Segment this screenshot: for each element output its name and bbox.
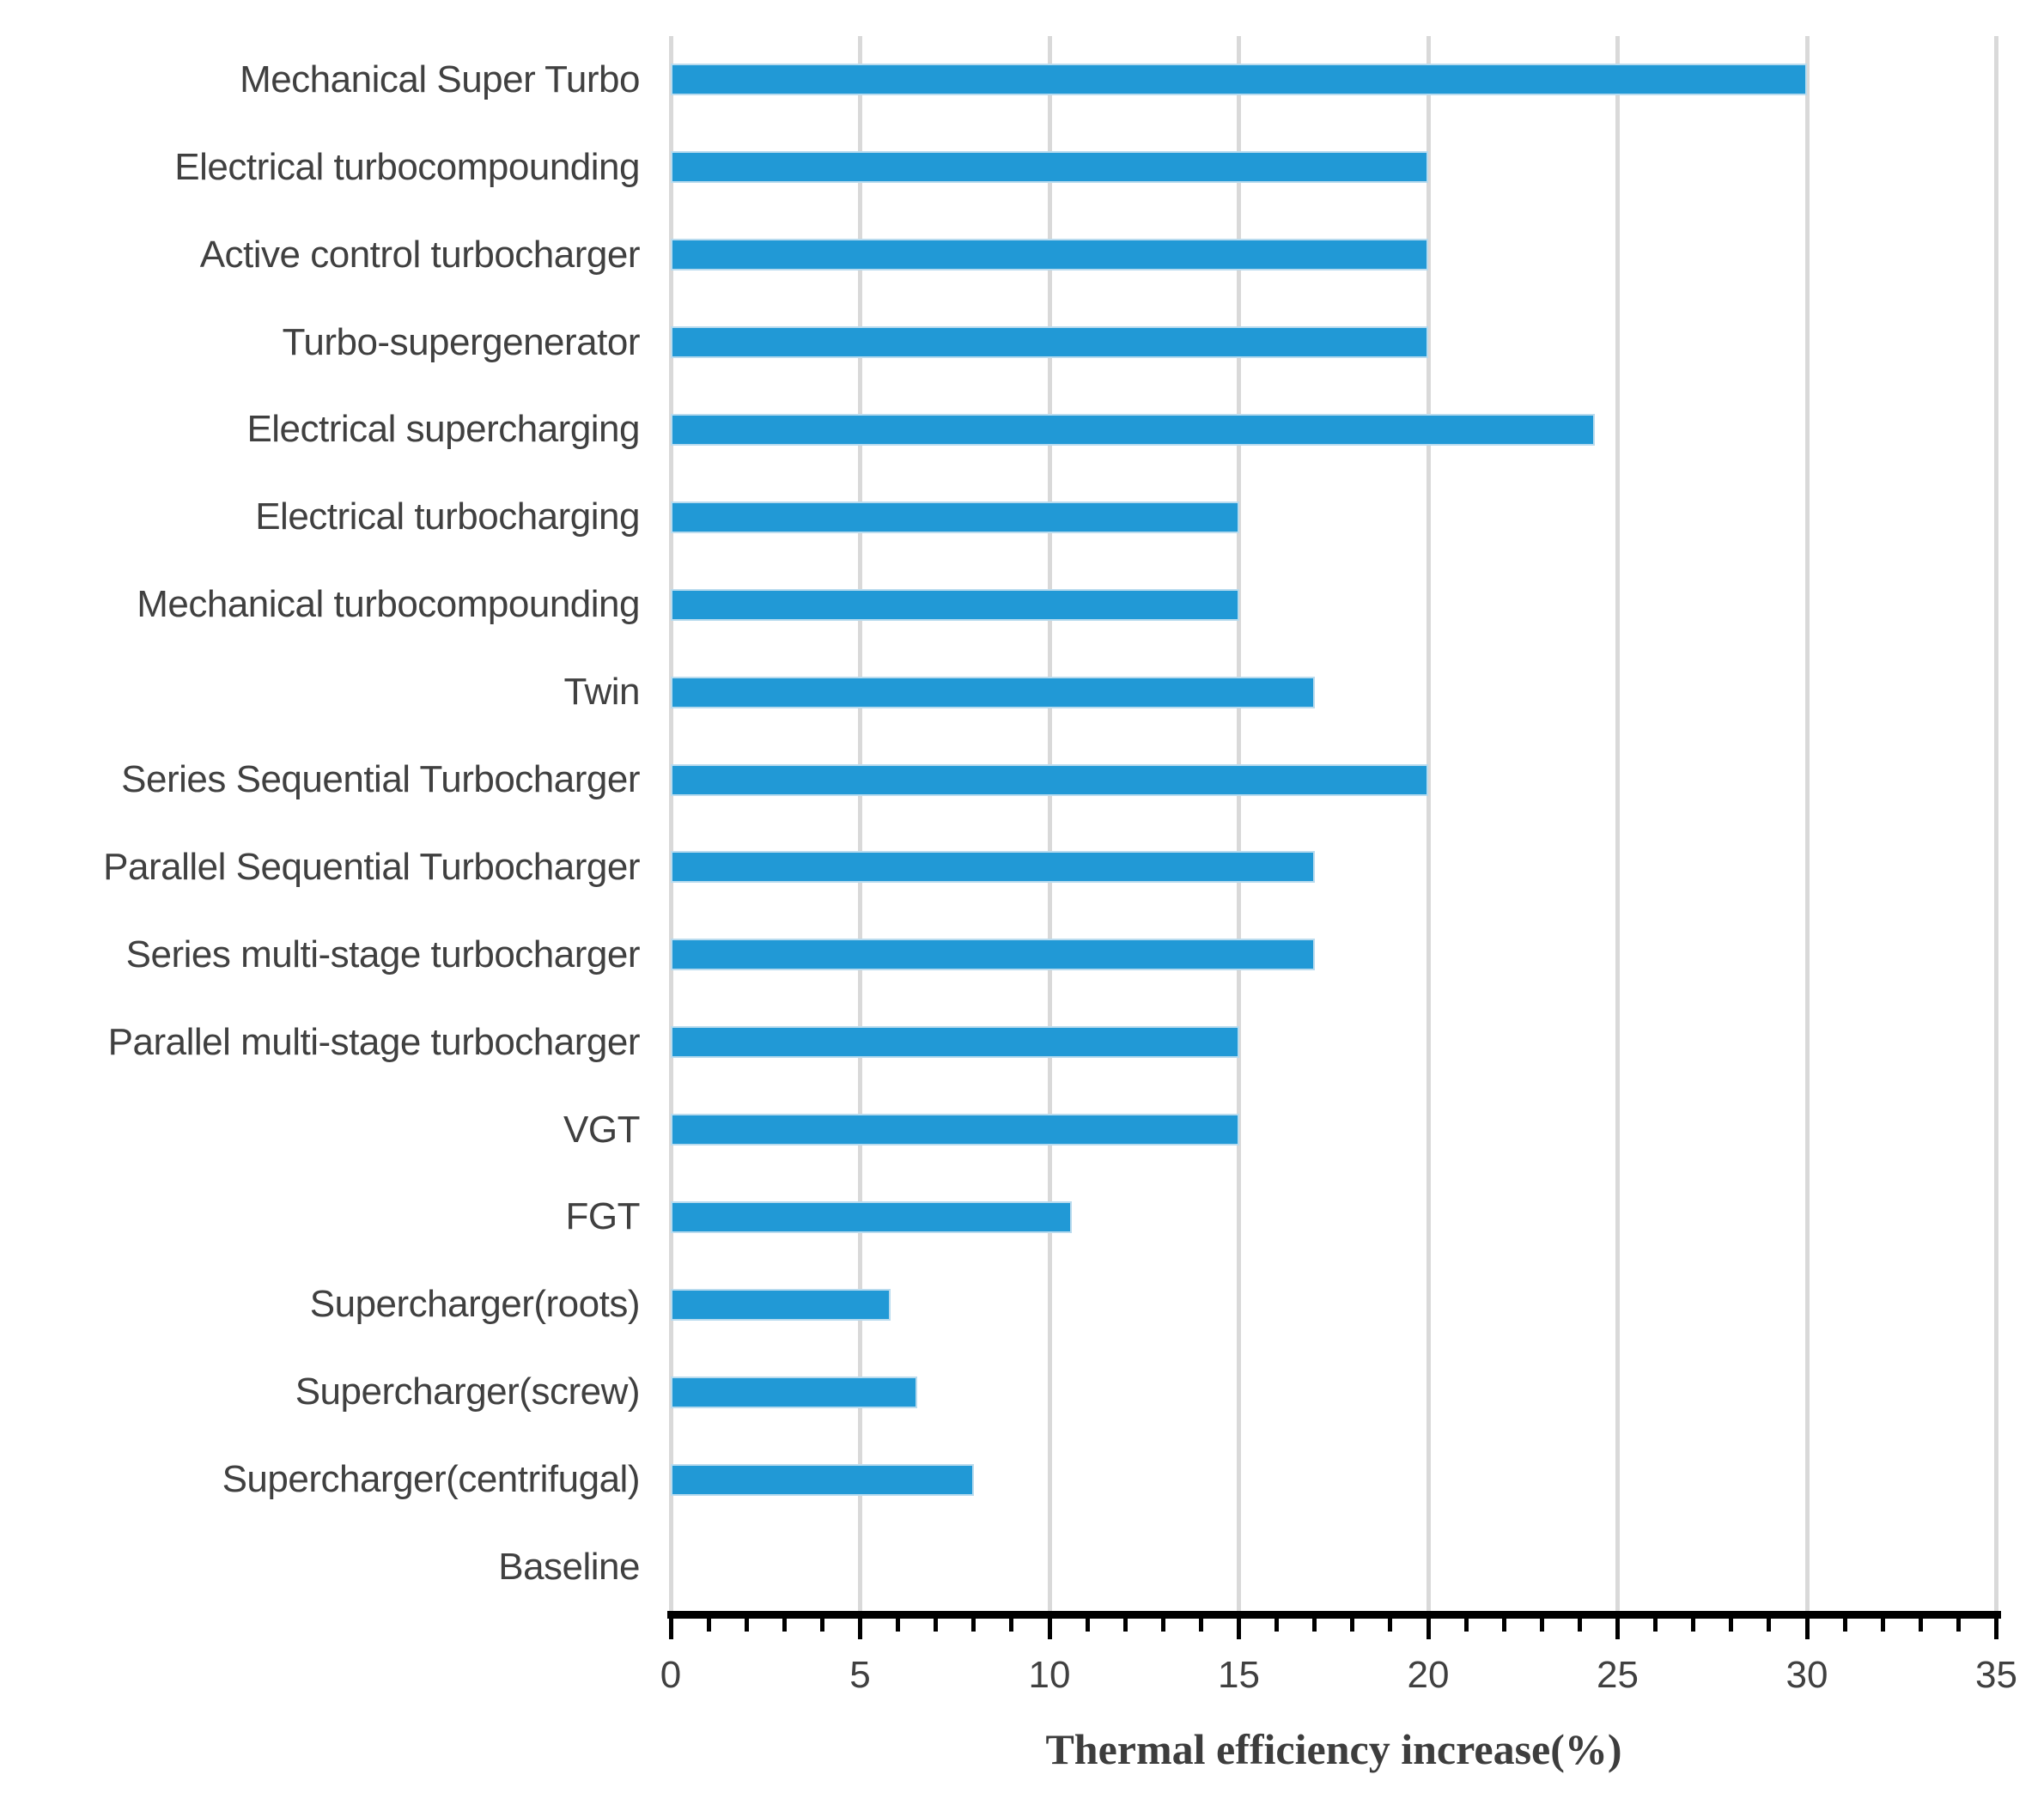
x-axis-major-tick [1615,1619,1620,1639]
x-axis-minor-tick [1767,1619,1772,1632]
category-label: Electrical turbocharging [255,495,640,538]
bar [671,326,1428,359]
x-axis-minor-tick [1463,1619,1469,1632]
bar [671,501,1239,533]
x-axis-minor-tick [1880,1619,1885,1632]
category-label: Electrical supercharging [246,408,640,451]
x-axis-minor-tick [1085,1619,1090,1632]
x-axis-major-tick [1994,1619,1998,1639]
category-label: Baseline [498,1546,640,1589]
bar [671,1463,974,1496]
x-axis-minor-tick [1312,1619,1317,1632]
category-label: VGT [563,1108,640,1151]
x-axis-tick-label: 15 [1218,1654,1260,1696]
gridline [858,36,862,1611]
x-axis-minor-tick [782,1619,787,1632]
x-axis-major-tick [1804,1619,1810,1639]
x-axis-tick-label: 5 [849,1654,871,1696]
gridline [1994,36,1998,1611]
category-label: Series Sequential Turbocharger [121,758,640,801]
x-axis-minor-tick [1691,1619,1696,1632]
gridline [1804,36,1810,1611]
category-label: Supercharger(centrifugal) [222,1458,641,1501]
bar [671,1201,1073,1233]
category-label: FGT [565,1195,641,1238]
gridline [668,36,673,1611]
x-axis-major-tick [1426,1619,1431,1639]
x-axis-major-tick [1047,1619,1052,1639]
bar [671,1026,1239,1059]
category-label: Parallel multi-stage turbocharger [107,1020,641,1063]
gridline [1426,36,1431,1611]
category-label: Twin [563,671,641,714]
x-axis-minor-tick [1388,1619,1393,1632]
category-label: Supercharger(roots) [309,1283,641,1326]
x-axis-minor-tick [1350,1619,1355,1632]
x-axis-major-tick [668,1619,673,1639]
x-axis-minor-tick [1842,1619,1847,1632]
x-axis-minor-tick [1009,1619,1014,1632]
x-axis-title: Thermal efficiency increase(%) [1045,1725,1622,1773]
x-axis-tick-label: 30 [1785,1654,1828,1696]
bar [671,1288,891,1321]
bar [671,588,1239,621]
bar [671,1114,1239,1146]
bar [671,64,1807,96]
x-axis-tick-label: 10 [1028,1654,1071,1696]
x-axis-minor-tick [1122,1619,1128,1632]
category-label: Parallel Sequential Turbocharger [103,845,640,888]
category-label: Active control turbocharger [199,233,641,276]
x-axis-line [667,1611,2001,1619]
x-axis-tick-label: 35 [1975,1654,2017,1696]
bar [671,151,1428,184]
x-axis-minor-tick [1577,1619,1582,1632]
bar [671,939,1315,971]
bar [671,1376,917,1408]
category-label: Turbo-supergenerator [282,320,641,363]
x-axis-tick-label: 20 [1407,1654,1450,1696]
gridline [1615,36,1620,1611]
x-axis-minor-tick [1653,1619,1658,1632]
bar [671,851,1315,884]
x-axis-minor-tick [1539,1619,1544,1632]
x-axis-minor-tick [896,1619,901,1632]
category-label: Mechanical Super Turbo [240,58,640,100]
category-label: Series multi-stage turbocharger [125,933,641,975]
x-axis-tick-label: 25 [1597,1654,1639,1696]
x-axis-minor-tick [1729,1619,1734,1632]
x-axis-minor-tick [1501,1619,1506,1632]
x-axis-minor-tick [744,1619,749,1632]
x-axis-minor-tick [1160,1619,1165,1632]
category-label: Mechanical turbocompounding [137,583,640,626]
x-axis-minor-tick [1956,1619,1961,1632]
x-axis-minor-tick [1918,1619,1923,1632]
x-axis-minor-tick [971,1619,976,1632]
x-axis-minor-tick [934,1619,939,1632]
bar [671,763,1428,796]
bar [671,239,1428,271]
plot-area [668,36,1998,1611]
bar [671,676,1315,708]
x-axis-minor-tick [706,1619,711,1632]
x-axis-minor-tick [819,1619,824,1632]
category-label: Electrical turbocompounding [174,145,640,188]
x-axis-minor-tick [1274,1619,1280,1632]
x-axis-major-tick [1237,1619,1241,1639]
x-axis-major-tick [858,1619,862,1639]
category-label: Supercharger(screw) [295,1370,641,1413]
gridline [1047,36,1052,1611]
bar [671,414,1596,446]
x-axis-minor-tick [1198,1619,1203,1632]
x-axis-tick-label: 0 [660,1654,682,1696]
gridline [1237,36,1241,1611]
